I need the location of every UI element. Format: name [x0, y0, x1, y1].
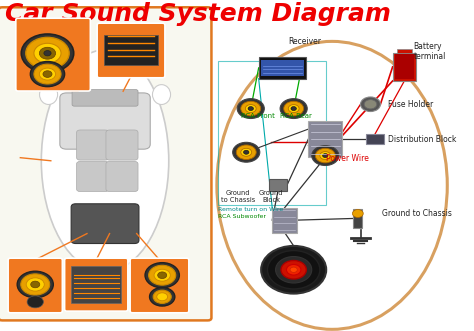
FancyBboxPatch shape	[16, 18, 91, 91]
Circle shape	[145, 263, 179, 288]
Circle shape	[44, 51, 51, 56]
Circle shape	[284, 101, 304, 116]
FancyBboxPatch shape	[106, 130, 138, 160]
FancyBboxPatch shape	[104, 35, 158, 65]
FancyBboxPatch shape	[0, 7, 211, 320]
Circle shape	[233, 142, 260, 162]
Circle shape	[149, 288, 175, 306]
Circle shape	[241, 148, 252, 156]
Ellipse shape	[217, 41, 447, 329]
Circle shape	[275, 257, 312, 283]
Circle shape	[30, 62, 64, 87]
Circle shape	[27, 296, 44, 308]
FancyBboxPatch shape	[77, 162, 109, 192]
Circle shape	[291, 107, 296, 111]
FancyBboxPatch shape	[261, 60, 304, 76]
Circle shape	[261, 246, 326, 294]
Circle shape	[149, 265, 176, 285]
FancyBboxPatch shape	[97, 23, 165, 78]
Circle shape	[361, 97, 381, 112]
Circle shape	[21, 274, 50, 295]
Circle shape	[154, 269, 170, 281]
Circle shape	[323, 154, 328, 158]
Circle shape	[21, 34, 73, 72]
Circle shape	[364, 100, 377, 109]
FancyBboxPatch shape	[71, 204, 139, 244]
Text: Battery
terminal: Battery terminal	[413, 42, 446, 61]
FancyBboxPatch shape	[366, 134, 384, 144]
Circle shape	[237, 145, 256, 160]
FancyBboxPatch shape	[309, 121, 342, 157]
FancyBboxPatch shape	[72, 266, 121, 303]
Circle shape	[352, 210, 363, 217]
Circle shape	[34, 64, 61, 84]
Circle shape	[17, 271, 53, 298]
Text: Receiver: Receiver	[288, 37, 321, 46]
Text: Power Wire: Power Wire	[326, 154, 369, 164]
Circle shape	[31, 281, 40, 288]
Circle shape	[281, 260, 306, 279]
FancyBboxPatch shape	[77, 130, 109, 160]
Circle shape	[248, 107, 254, 111]
FancyBboxPatch shape	[397, 49, 411, 53]
FancyBboxPatch shape	[353, 209, 362, 228]
Circle shape	[39, 47, 55, 59]
FancyBboxPatch shape	[130, 258, 189, 313]
Circle shape	[157, 293, 168, 301]
Circle shape	[237, 99, 264, 118]
FancyBboxPatch shape	[392, 53, 416, 81]
FancyBboxPatch shape	[272, 208, 297, 232]
FancyBboxPatch shape	[60, 93, 150, 149]
Circle shape	[244, 150, 249, 154]
Circle shape	[26, 278, 44, 291]
Text: Distribution Block: Distribution Block	[388, 134, 456, 144]
Text: Car Sound System Diagram: Car Sound System Diagram	[5, 2, 391, 26]
Circle shape	[267, 251, 320, 289]
Ellipse shape	[41, 50, 169, 271]
Circle shape	[280, 99, 307, 118]
Circle shape	[288, 105, 299, 113]
FancyBboxPatch shape	[8, 258, 63, 313]
Circle shape	[34, 43, 61, 63]
Text: RCA Front: RCA Front	[241, 113, 275, 119]
Circle shape	[312, 146, 339, 166]
Circle shape	[153, 290, 171, 304]
Circle shape	[158, 272, 167, 279]
Ellipse shape	[153, 85, 171, 105]
Circle shape	[26, 37, 69, 69]
Circle shape	[315, 148, 335, 163]
Text: Ground to Chassis: Ground to Chassis	[382, 209, 452, 218]
Text: RCA Rear: RCA Rear	[280, 113, 311, 119]
FancyBboxPatch shape	[395, 54, 414, 79]
Text: Ground
to Chassis: Ground to Chassis	[221, 190, 255, 204]
FancyBboxPatch shape	[106, 162, 138, 192]
Text: Fuse Holder: Fuse Holder	[388, 100, 433, 109]
Text: Ground
Block: Ground Block	[259, 190, 283, 204]
Circle shape	[286, 264, 301, 275]
FancyBboxPatch shape	[269, 179, 287, 191]
Text: Remote turn on Wire: Remote turn on Wire	[218, 207, 283, 212]
Text: RCA Subwoofer: RCA Subwoofer	[218, 213, 266, 219]
FancyBboxPatch shape	[72, 90, 138, 106]
FancyBboxPatch shape	[64, 258, 128, 311]
Circle shape	[43, 71, 52, 77]
Ellipse shape	[39, 85, 58, 105]
Circle shape	[320, 152, 331, 160]
Circle shape	[246, 105, 256, 113]
Circle shape	[241, 101, 261, 116]
FancyBboxPatch shape	[259, 57, 306, 79]
Circle shape	[290, 267, 297, 272]
Circle shape	[39, 68, 55, 80]
